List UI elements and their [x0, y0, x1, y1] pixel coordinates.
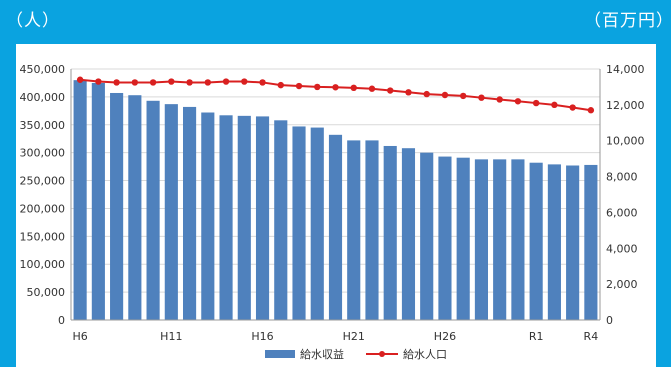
bar [164, 104, 178, 320]
bar [584, 164, 598, 320]
line-point [76, 76, 84, 83]
line-point [131, 79, 139, 86]
line-point [368, 85, 376, 92]
line-point [277, 81, 284, 89]
y-left-tick-label: 150,000 [20, 230, 66, 243]
bar [456, 157, 470, 320]
line-point [551, 101, 558, 109]
y-right-tick-label: 2,000 [606, 278, 638, 291]
line-point [295, 82, 303, 90]
bar [128, 95, 142, 320]
left-axis-unit: （人） [6, 11, 60, 31]
bar [547, 164, 561, 320]
bar [438, 156, 452, 320]
bar [237, 115, 251, 320]
bar [566, 165, 580, 320]
line-point [314, 83, 321, 91]
y-left-tick-label: 450,000 [20, 63, 66, 76]
y-left-tick-label: 50,000 [27, 286, 66, 299]
bar [365, 140, 379, 320]
y-left-tick-label: 100,000 [20, 258, 66, 271]
y-left-tick-label: 0 [58, 314, 65, 327]
line-point [168, 78, 175, 85]
bar [292, 126, 306, 320]
bar [201, 112, 215, 320]
bar [91, 82, 105, 320]
legend-label-bar: 給水収益 [300, 347, 344, 361]
bar [347, 140, 361, 320]
y-right-tick-label: 4,000 [606, 242, 638, 255]
line-point [459, 92, 467, 100]
bar [474, 159, 488, 320]
line-point [95, 78, 102, 85]
line-point [241, 78, 248, 85]
right-axis-unit: （百万円） [584, 11, 671, 31]
bar [110, 92, 124, 321]
line-point [441, 91, 449, 99]
legend-swatch-bar [265, 350, 295, 358]
y-right-tick-label: 14,000 [606, 63, 645, 76]
y-right-tick-label: 0 [606, 314, 613, 327]
y-right-tick-label: 12,000 [606, 99, 645, 112]
bar [310, 127, 324, 320]
x-tick-label: H11 [160, 330, 182, 343]
line-point [423, 90, 430, 98]
line-point [222, 78, 230, 85]
line-point [532, 99, 540, 107]
x-tick-label: R4 [584, 330, 599, 343]
line-point [259, 79, 266, 86]
bar [493, 159, 507, 320]
line-point [149, 79, 157, 86]
y-left-tick-label: 300,000 [20, 147, 66, 160]
bar [529, 162, 543, 320]
legend-marker-line [379, 351, 385, 357]
combo-chart: 0 50,000 100,000 150,000 200,000 250,000 300,0… [20, 63, 645, 361]
line-point [478, 94, 485, 101]
y-right-tick-label: 10,000 [606, 135, 645, 148]
bar [219, 115, 233, 320]
line-point [332, 84, 339, 91]
x-tick-label: H16 [251, 330, 273, 343]
y-left-tick-label: 250,000 [20, 175, 66, 188]
bar [255, 116, 270, 321]
bar [328, 134, 343, 320]
x-tick-label: H6 [72, 330, 87, 343]
bar [401, 148, 416, 320]
y-left-tick-label: 400,000 [20, 91, 66, 104]
line-point [496, 96, 503, 103]
line-point [186, 79, 193, 86]
bar [73, 80, 87, 321]
y-right-tick-label: 6,000 [606, 206, 638, 219]
bar [274, 120, 288, 320]
x-tick-label: H21 [343, 330, 365, 343]
line-point [113, 79, 120, 86]
legend-label-line: 給水人口 [403, 347, 447, 361]
bar [183, 106, 197, 320]
bar [146, 100, 160, 320]
line-point [514, 98, 522, 105]
bar [420, 152, 434, 320]
chart-panel: 0 50,000 100,000 150,000 200,000 250,000 300,0… [16, 44, 656, 367]
line-point [587, 107, 595, 114]
x-tick-label: H26 [434, 330, 456, 343]
y-right-tick-label: 8,000 [606, 171, 638, 184]
bar [383, 145, 397, 320]
line-point [350, 84, 357, 92]
y-left-tick-label: 350,000 [20, 119, 66, 132]
x-tick-label: R1 [529, 330, 544, 343]
y-left-tick-label: 200,000 [20, 202, 66, 215]
line-point [569, 104, 576, 111]
line-point [405, 89, 412, 96]
line-point [204, 79, 212, 86]
line-point [387, 87, 394, 94]
bar [511, 159, 525, 320]
